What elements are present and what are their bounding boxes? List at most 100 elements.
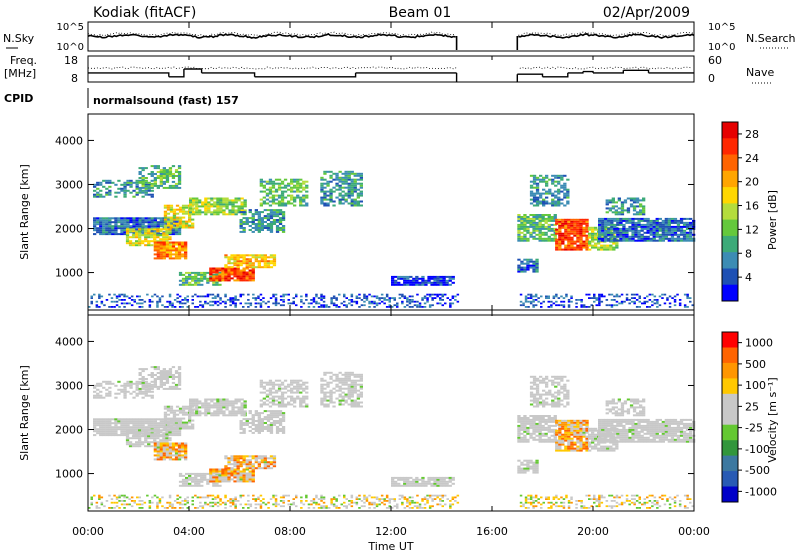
- heatmap-cell: [406, 477, 409, 479]
- heatmap-cell: [191, 485, 194, 487]
- heatmap-cell: [157, 175, 160, 177]
- heatmap-cell: [175, 434, 178, 436]
- heatmap-cell: [185, 424, 188, 426]
- heatmap-cell: [564, 221, 567, 223]
- heatmap-cell: [258, 229, 261, 231]
- heatmap-cell: [339, 400, 342, 402]
- heatmap-cell: [175, 183, 178, 185]
- heatmap-cell: [345, 402, 348, 404]
- heatmap-cell: [396, 303, 399, 305]
- heatmap-cell: [631, 297, 634, 299]
- heatmap-cell: [625, 240, 628, 242]
- heatmap-cell: [243, 275, 246, 277]
- heatmap-cell: [273, 424, 276, 426]
- heatmap-cell: [354, 402, 357, 404]
- heatmap-cell: [613, 224, 616, 226]
- heatmap-cell: [142, 424, 145, 426]
- heatmap-cell: [653, 224, 656, 226]
- heatmap-cell: [185, 422, 188, 424]
- heatmap-cell: [267, 430, 270, 432]
- heatmap-cell: [144, 228, 147, 230]
- heatmap-cell: [320, 398, 323, 400]
- heatmap-cell: [520, 417, 523, 419]
- heatmap-cell: [573, 247, 576, 249]
- heatmap-cell: [154, 378, 157, 380]
- heatmap-cell: [529, 419, 532, 421]
- heatmap-cell: [258, 221, 261, 223]
- heatmap-cell: [132, 234, 135, 236]
- heatmap-cell: [224, 273, 227, 275]
- heatmap-cell: [255, 430, 258, 432]
- heatmap-cell: [216, 205, 219, 207]
- heatmap-cell: [243, 213, 246, 215]
- heatmap-cell: [545, 296, 548, 298]
- heatmap-cell: [302, 384, 305, 386]
- heatmap-cell: [536, 189, 539, 191]
- heatmap-cell: [671, 218, 674, 220]
- heatmap-cell: [261, 254, 264, 256]
- heatmap-cell: [426, 297, 429, 299]
- heatmap-cell: [339, 177, 342, 179]
- heatmap-cell: [178, 445, 181, 447]
- heatmap-cell: [200, 481, 203, 483]
- heatmap-cell: [414, 304, 417, 306]
- heatmap-cell: [285, 294, 288, 296]
- heatmap-cell: [252, 277, 255, 279]
- heatmap-cell: [329, 191, 332, 193]
- heatmap-cell: [532, 306, 535, 308]
- heatmap-cell: [612, 243, 615, 245]
- heatmap-cell: [218, 275, 221, 277]
- heatmap-cell: [368, 294, 371, 296]
- heatmap-cell: [114, 418, 117, 420]
- heatmap-cell: [194, 282, 197, 284]
- heatmap-cell: [276, 231, 279, 233]
- heatmap-cell: [594, 243, 597, 245]
- heatmap-cell: [138, 238, 141, 240]
- heatmap-cell: [636, 201, 639, 203]
- heatmap-cell: [266, 390, 269, 392]
- heatmap-cell: [555, 243, 558, 245]
- heatmap-cell: [178, 242, 181, 244]
- heatmap-cell: [287, 402, 290, 404]
- heatmap-cell: [243, 217, 246, 219]
- heatmap-cell: [185, 428, 188, 430]
- heatmap-cell: [535, 294, 538, 296]
- heatmap-cell: [430, 278, 433, 280]
- heatmap-cell: [105, 434, 108, 436]
- heatmap-cell: [237, 459, 240, 461]
- heatmap-cell: [198, 209, 201, 211]
- heatmap-cell: [175, 175, 178, 177]
- heatmap-cell: [326, 372, 329, 374]
- heatmap-cell: [269, 179, 272, 181]
- heatmap-cell: [339, 394, 342, 396]
- heatmap-cell: [266, 183, 269, 185]
- heatmap-cell: [172, 443, 175, 445]
- heatmap-cell: [391, 284, 394, 286]
- heatmap-cell: [189, 213, 192, 215]
- heatmap-cell: [548, 191, 551, 193]
- heatmap-cell: [564, 245, 567, 247]
- heatmap-cell: [326, 386, 329, 388]
- heatmap-cell: [131, 299, 134, 301]
- heatmap-cell: [157, 185, 160, 187]
- heatmap-cell: [545, 427, 548, 429]
- heatmap-cell: [228, 404, 231, 406]
- heatmap-cell: [117, 418, 120, 420]
- heatmap-cell: [246, 467, 249, 469]
- heatmap-cell: [132, 221, 135, 223]
- heatmap-cell: [273, 416, 276, 418]
- heatmap-cell: [329, 398, 332, 400]
- heatmap-cell: [533, 179, 536, 181]
- heatmap-cell: [252, 428, 255, 430]
- heatmap-cell: [168, 232, 171, 234]
- heatmap-cell: [212, 277, 215, 279]
- heatmap-cell: [674, 226, 677, 228]
- heatmap-cell: [345, 175, 348, 177]
- heatmap-cell: [165, 236, 168, 238]
- heatmap-cell: [654, 303, 657, 305]
- heatmap-cell: [188, 422, 191, 424]
- heatmap-cell: [148, 190, 151, 192]
- heatmap-cell: [302, 205, 305, 207]
- heatmap-cell: [287, 396, 290, 398]
- heatmap-cell: [235, 400, 238, 402]
